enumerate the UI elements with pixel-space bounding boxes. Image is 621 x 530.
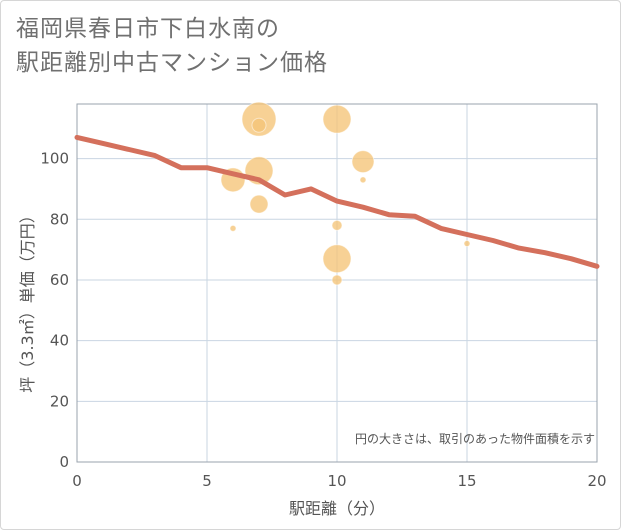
x-tick-label-0: 0 [72, 472, 82, 490]
chart-title: 福岡県春日市下白水南の 駅距離別中古マンション価格 [16, 12, 328, 80]
size-legend-note: 円の大きさは、取引のあった物件面積を示す [355, 431, 595, 446]
y-tick-label-0: 0 [59, 453, 69, 471]
x-axis-ticks: 0 5 10 15 20 [72, 472, 606, 490]
bubble-series [220, 101, 471, 286]
bubble-point [331, 274, 343, 286]
x-tick-label-15: 15 [457, 472, 476, 490]
y-tick-label-40: 40 [50, 332, 69, 350]
trend-line [74, 134, 600, 269]
y-tick-label-80: 80 [50, 210, 69, 228]
bubble-point [322, 104, 352, 134]
y-tick-label-60: 60 [50, 271, 69, 289]
x-tick-label-20: 20 [587, 472, 606, 490]
y-tick-label-100: 100 [40, 150, 69, 168]
bubble-point [463, 240, 471, 248]
y-axis-ticks: 0 20 40 60 80 100 [40, 150, 69, 471]
bubble-point [229, 224, 237, 232]
plot-area [76, 103, 598, 463]
bubble-point [351, 150, 375, 174]
chart-title-line-2: 駅距離別中古マンション価格 [16, 50, 328, 76]
x-tick-label-5: 5 [202, 472, 212, 490]
bubble-point [322, 244, 352, 274]
bubble-point [251, 117, 267, 133]
bubble-point [331, 219, 343, 231]
x-tick-label-10: 10 [327, 472, 346, 490]
bubble-point [359, 176, 367, 184]
bubble-point [249, 194, 269, 214]
x-axis-label: 駅距離（分） [289, 499, 385, 518]
y-axis-label: 坪（3.3㎡）単価（万円） [18, 207, 37, 392]
chart-title-line-1: 福岡県春日市下白水南の [16, 16, 280, 42]
y-tick-label-20: 20 [50, 392, 69, 410]
